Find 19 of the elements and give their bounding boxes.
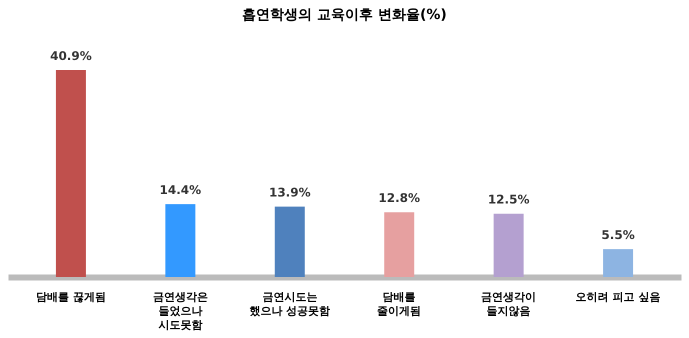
data-label: 12.8% (378, 191, 420, 206)
x-tick-label: 오히려 피고 싶음 (576, 290, 660, 304)
x-tick-label: 담배를 줄이게됨 (377, 290, 422, 318)
x-tick-label: 금연생각은 들었으나 시도못함 (152, 290, 208, 332)
data-label: 12.5% (488, 192, 530, 207)
bar (274, 206, 305, 277)
chart-title: 흡연학생의 교육이후 변화율(%) (242, 7, 447, 23)
data-label: 14.4% (160, 183, 202, 198)
bar (56, 70, 86, 277)
bar (494, 214, 524, 277)
data-label: 5.5% (601, 228, 635, 242)
bar (603, 249, 634, 277)
data-label: 13.9% (268, 186, 311, 200)
x-tick-label: 금연생각이 들지않음 (481, 290, 536, 318)
x-tick-label: 금연시도는 했으나 성공못함 (249, 290, 330, 318)
x-tick-label: 담배를 끊게됨 (36, 290, 106, 304)
data-label: 40.9% (50, 49, 92, 63)
bar (165, 204, 196, 277)
bar (384, 212, 414, 277)
